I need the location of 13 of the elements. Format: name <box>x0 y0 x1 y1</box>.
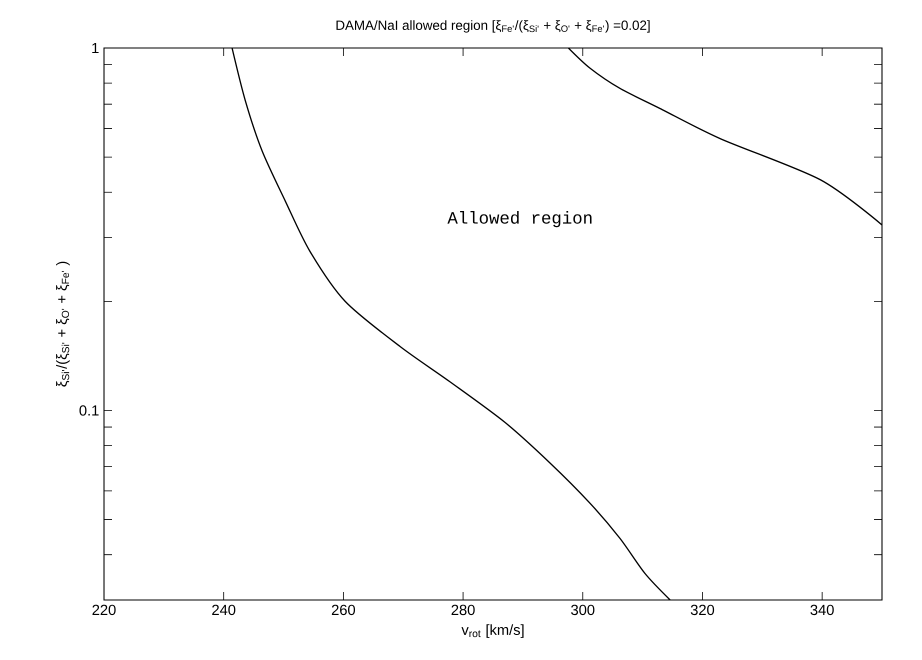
x-axis-title: v$_{rot}$ [km/s] <box>461 624 524 638</box>
x-tick-label: 260 <box>332 604 356 616</box>
x-tick-label: 240 <box>212 604 236 616</box>
x-tick-label: 280 <box>452 604 475 616</box>
x-tick-label: 220 <box>92 604 116 616</box>
x-tick-label: 340 <box>810 604 834 616</box>
chart-title: DAMA/NaI allowed region [ξ$_{Fe'}$/(ξ$_{Si'}$ + ξ$_{O'}$ + ξ$_{Fe'}$) =0.02] <box>336 20 650 33</box>
annotation: Allowed region <box>447 211 592 228</box>
y-tick-label: 1 <box>92 42 99 54</box>
y-tick-label: 0.1 <box>79 405 99 416</box>
x-tick-label: 300 <box>571 604 594 616</box>
x-tick-label: 320 <box>690 604 714 616</box>
text: ξ$_{Si'}$/(ξ$_{Si'}$ + ξ$_{O'}$ + ξ$_{Fe'}$ ) <box>56 262 70 387</box>
